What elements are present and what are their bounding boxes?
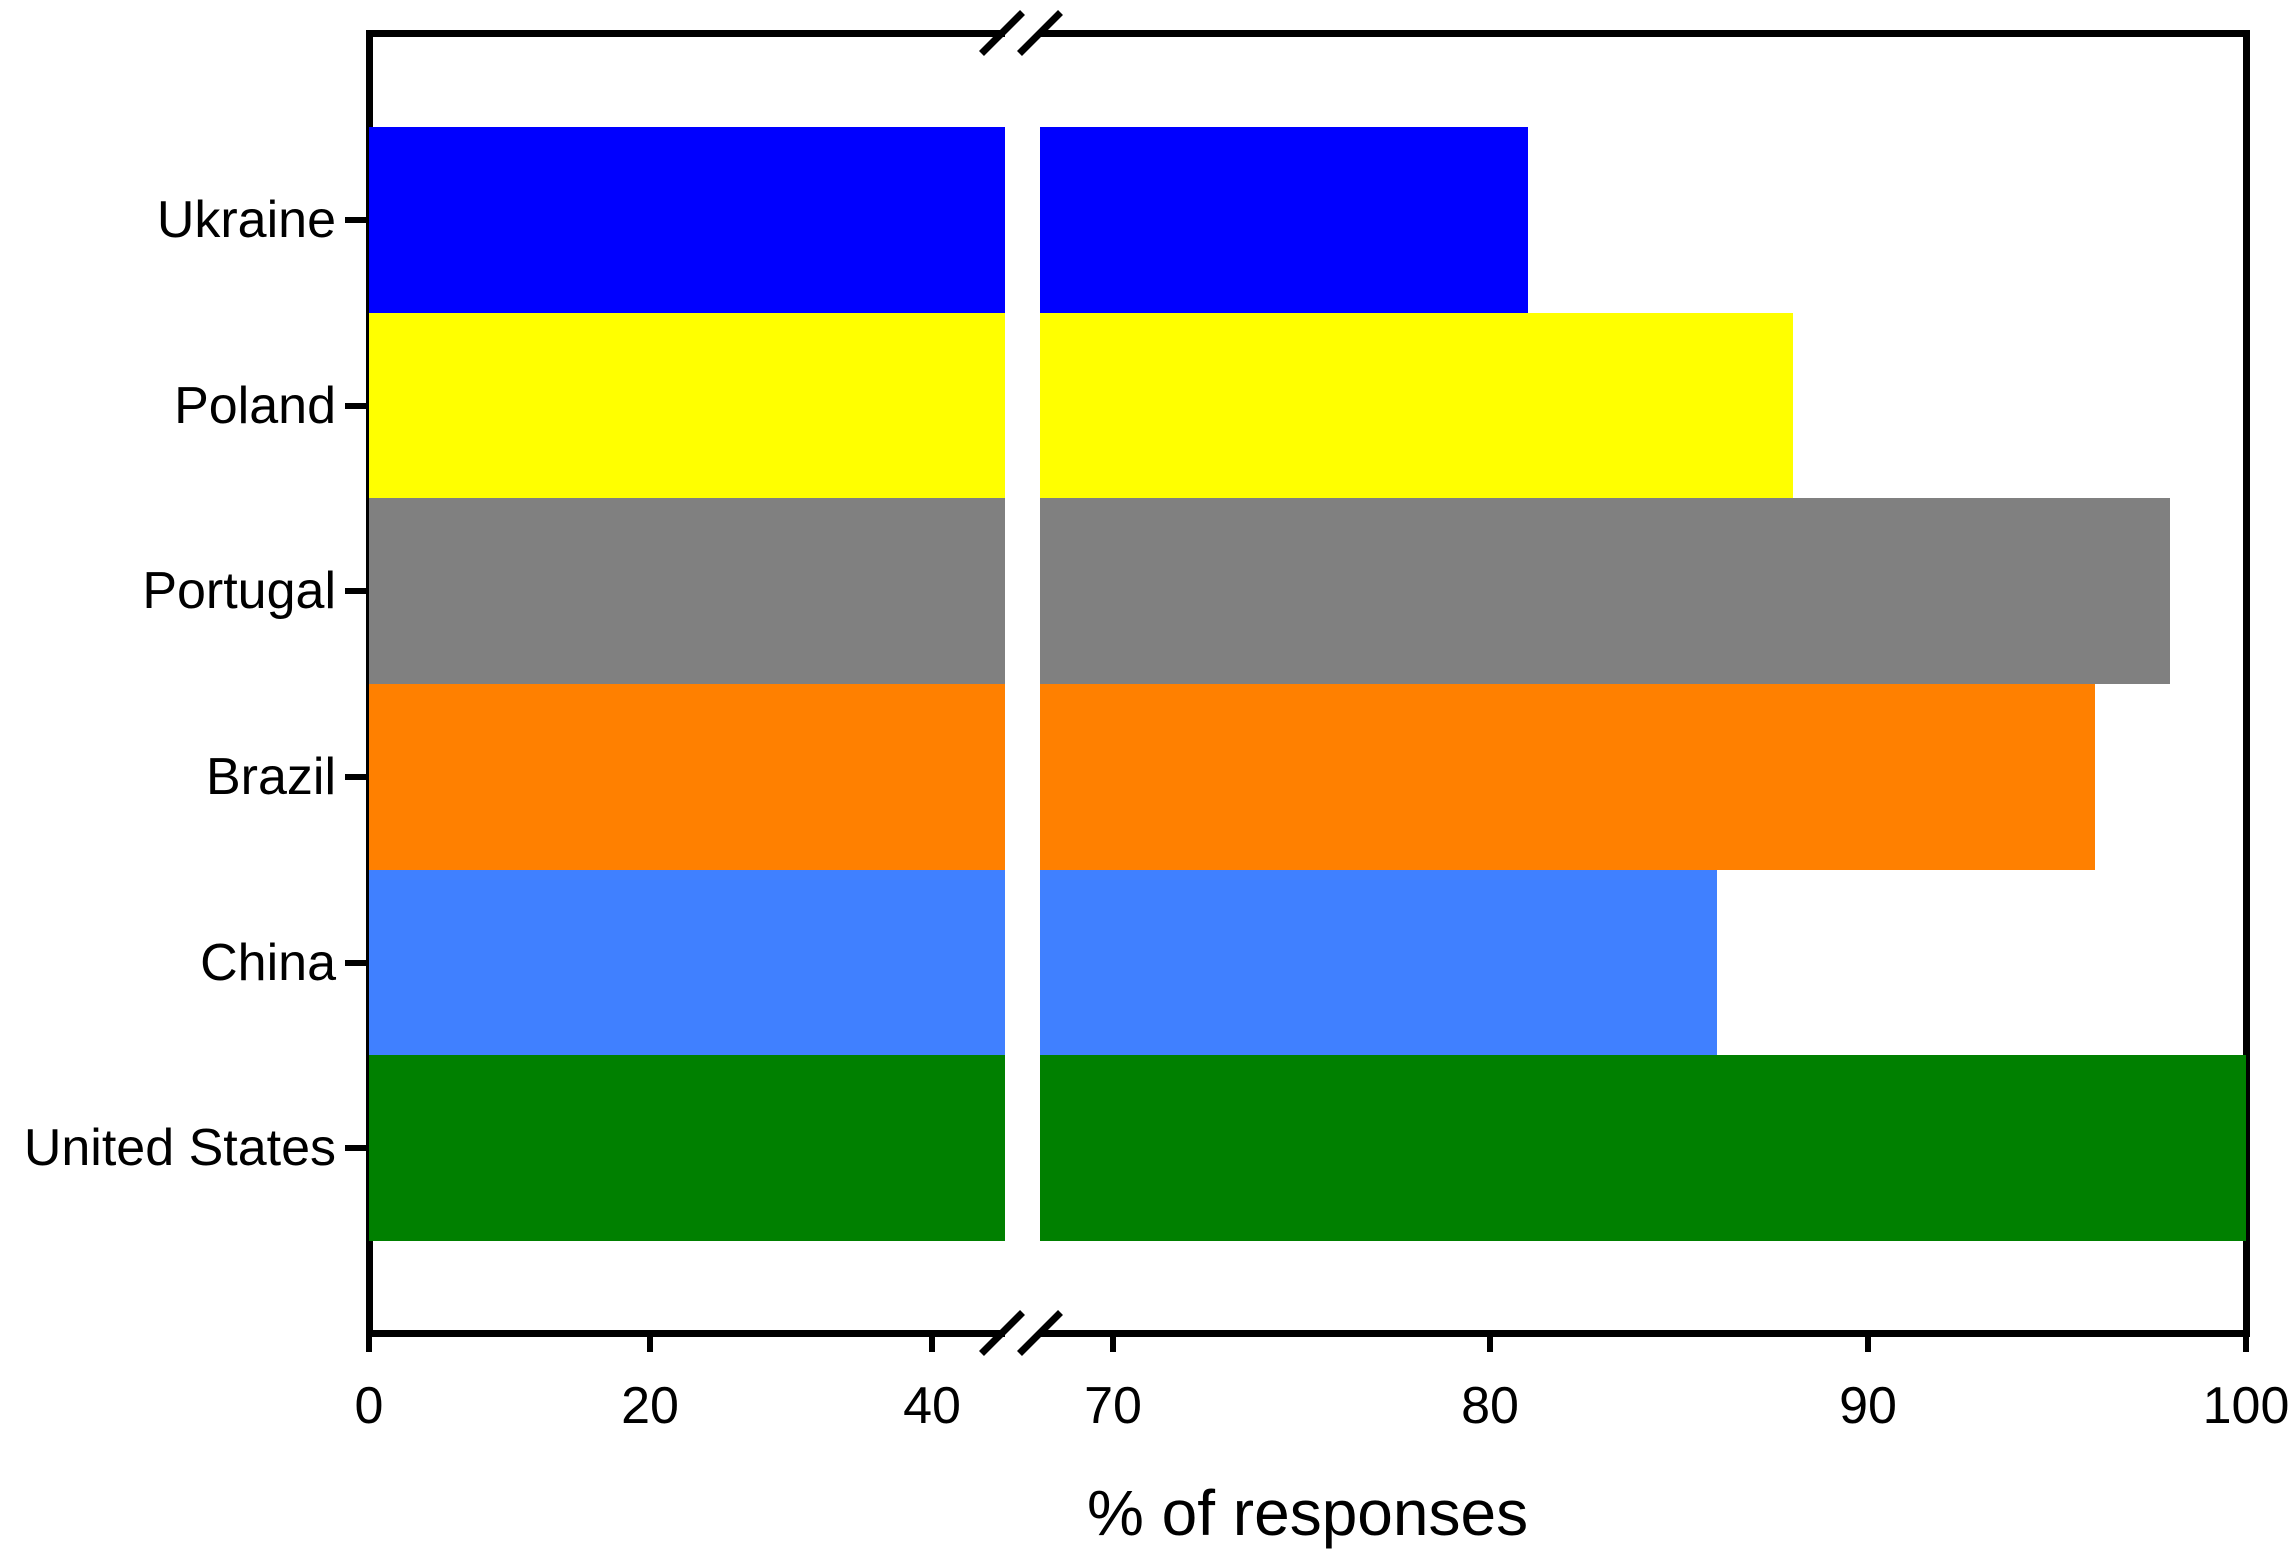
category-label-china: China: [200, 934, 336, 992]
top-border-left-segment: [365, 29, 1005, 37]
x-tick-40: [929, 1333, 935, 1352]
x-tick-label-70: 70: [1084, 1377, 1142, 1435]
bar-portugal-left: [369, 498, 1005, 684]
bar-poland-right: [1040, 313, 1793, 498]
bar-brazil-right: [1040, 684, 2095, 870]
x-tick-80: [1487, 1333, 1493, 1352]
x-tick-label-0: 0: [354, 1377, 384, 1435]
x-tick-70: [1110, 1333, 1116, 1352]
category-label-poland: Poland: [174, 377, 336, 435]
y-tick-brazil: [345, 774, 366, 780]
x-axis-title: % of responses: [1086, 1477, 1529, 1549]
bar-ukraine-left: [369, 127, 1005, 313]
top-border-right-segment: [1040, 29, 2250, 37]
x-tick-label-80: 80: [1461, 1377, 1519, 1435]
y-tick-poland: [345, 403, 366, 409]
x-tick-100: [2243, 1333, 2249, 1352]
y-tick-ukraine: [345, 217, 366, 223]
category-label-portugal: Portugal: [142, 562, 336, 620]
y-tick-china: [345, 960, 366, 966]
y-tick-portugal: [345, 588, 366, 594]
x-tick-0: [366, 1333, 372, 1352]
bar-china-left: [369, 870, 1005, 1055]
x-tick-20: [647, 1333, 653, 1352]
bar-brazil-left: [369, 684, 1005, 870]
bar-united-states-left: [369, 1055, 1005, 1241]
category-label-brazil: Brazil: [205, 748, 336, 806]
category-label-united-states: United States: [23, 1119, 336, 1177]
x-axis-line-right-segment: [1040, 1329, 2250, 1337]
bar-portugal-right: [1040, 498, 2171, 684]
x-tick-90: [1865, 1333, 1871, 1352]
x-tick-label-40: 40: [903, 1377, 961, 1435]
y-tick-united-states: [345, 1145, 366, 1151]
x-tick-label-90: 90: [1839, 1377, 1897, 1435]
category-label-ukraine: Ukraine: [156, 191, 336, 249]
bar-united-states-right: [1040, 1055, 2246, 1241]
right-border-line: [2242, 29, 2250, 1337]
bar-china-right: [1040, 870, 1718, 1055]
x-tick-label-100: 100: [2202, 1377, 2290, 1435]
bar-ukraine-right: [1040, 127, 1529, 313]
x-axis-line-left-segment: [365, 1329, 1005, 1337]
bar-poland-left: [369, 313, 1005, 498]
x-tick-label-20: 20: [621, 1377, 679, 1435]
